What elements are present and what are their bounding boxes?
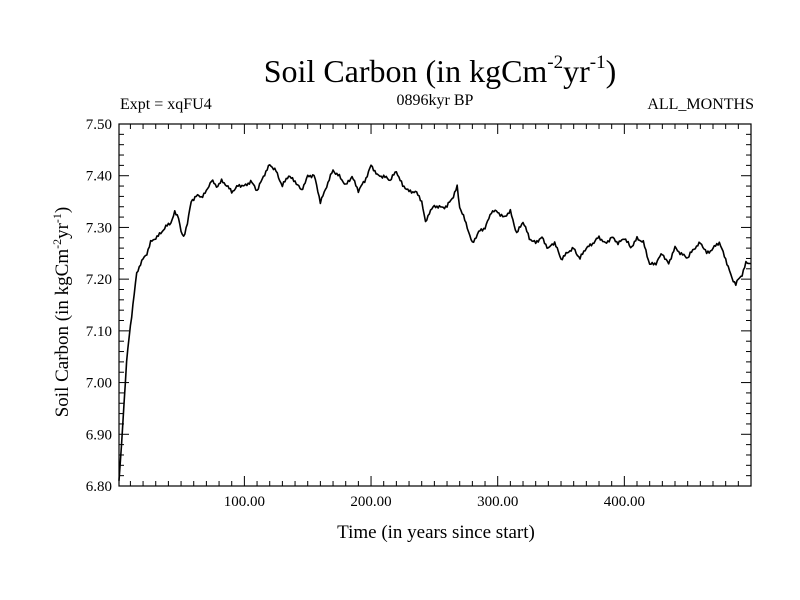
x-axis-title: Time (in years since start) xyxy=(337,522,535,543)
plot-frame xyxy=(118,123,752,487)
x-tick-label: 200.00 xyxy=(350,494,391,510)
y-tick-label: 7.20 xyxy=(86,272,112,288)
x-tick-label: 100.00 xyxy=(224,494,265,510)
series-line-soil-carbon xyxy=(118,164,752,481)
title-superscript-1: -2 xyxy=(547,52,564,73)
axes xyxy=(118,123,752,487)
title-text-end: ) xyxy=(605,53,617,89)
y-axis-title-mid: yr xyxy=(52,222,73,239)
ticks xyxy=(119,124,751,486)
y-axis-title-sup1: -2 xyxy=(50,239,64,249)
title-text-main: Soil Carbon (in kgCm xyxy=(263,53,548,89)
y-tick-label: 7.40 xyxy=(86,169,112,185)
y-axis-title-sup2: -1 xyxy=(50,213,64,223)
subtitle-experiment: Expt = xqFU4 xyxy=(120,96,212,113)
x-tick-label: 400.00 xyxy=(604,494,645,510)
subtitle-period: 0896kyr BP xyxy=(396,92,474,109)
y-axis-title: Soil Carbon (in kgCm-2yr-1) xyxy=(50,207,73,418)
y-tick-label: 6.80 xyxy=(86,479,112,495)
x-tick-label: 300.00 xyxy=(477,494,518,510)
chart-title: Soil Carbon (in kgCm-2yr-1) xyxy=(0,52,800,90)
series xyxy=(118,164,752,481)
y-tick-label: 7.30 xyxy=(86,220,112,236)
y-tick-label: 7.00 xyxy=(86,376,112,392)
y-axis-title-end: ) xyxy=(52,207,73,213)
subtitle-months: ALL_MONTHS xyxy=(647,96,754,113)
tick-labels: 100.00 200.00 300.00 400.00 6.80 6.90 7.00 7.10… xyxy=(86,117,645,510)
title-text-mid: yr xyxy=(563,53,590,89)
y-tick-label: 6.90 xyxy=(86,427,112,443)
y-tick-label: 7.10 xyxy=(86,324,112,340)
y-axis-title-main: Soil Carbon (in kgCm xyxy=(52,249,73,418)
y-tick-label: 7.50 xyxy=(86,117,112,133)
title-superscript-2: -1 xyxy=(589,52,606,73)
